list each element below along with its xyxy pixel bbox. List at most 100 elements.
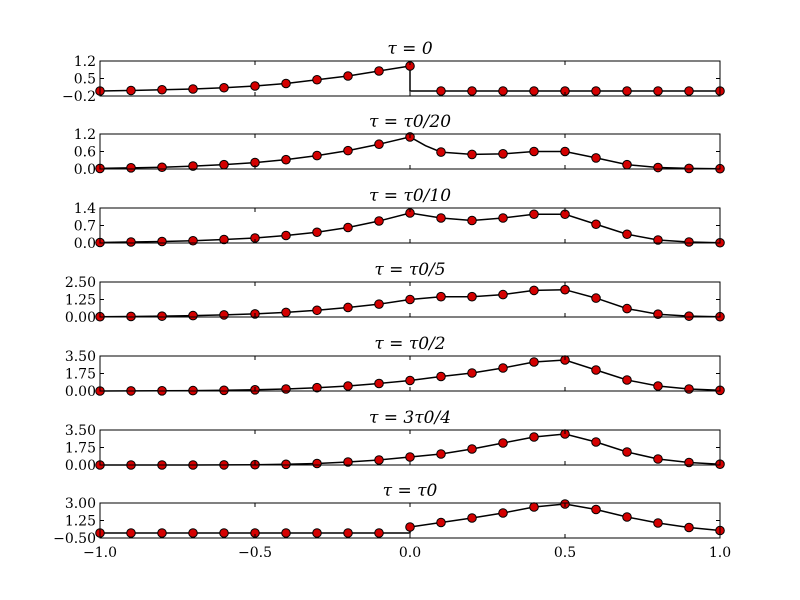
y-tick-label: 3.50 xyxy=(65,423,96,439)
y-tick-label: 1.75 xyxy=(65,441,96,457)
data-point xyxy=(498,149,508,159)
data-point xyxy=(374,299,384,309)
data-point xyxy=(498,508,508,518)
data-point xyxy=(312,150,322,161)
y-tick-label: 0.7 xyxy=(74,219,96,235)
data-point xyxy=(529,357,539,367)
panel-title: τ = τ0/20 xyxy=(369,112,451,132)
data-point xyxy=(374,66,384,76)
data-point xyxy=(219,159,229,170)
data-point xyxy=(343,528,353,538)
x-tick-label: 0.0 xyxy=(399,545,421,561)
data-point xyxy=(622,229,632,240)
data-point xyxy=(529,502,539,512)
y-tick-label: 0.00 xyxy=(65,384,96,400)
panel-5: τ = τ0/2 0.001.75 3.50 xyxy=(65,334,725,400)
data-point xyxy=(436,371,446,382)
data-point xyxy=(684,384,694,394)
data-point xyxy=(343,222,353,233)
series-line xyxy=(99,65,720,92)
data-point xyxy=(498,86,508,96)
data-point xyxy=(188,161,198,171)
y-tick-label: 1.2 xyxy=(74,54,96,70)
data-point xyxy=(281,528,291,538)
y-tick-label: 0.5 xyxy=(74,72,96,88)
y-tick-label: 3.50 xyxy=(65,349,96,365)
data-point xyxy=(436,517,446,528)
data-point xyxy=(467,368,477,378)
panel-4: τ = τ0/5 0.001.25 2.50 xyxy=(65,260,725,326)
data-point xyxy=(312,227,322,238)
data-point xyxy=(281,384,291,394)
data-point xyxy=(157,528,167,538)
data-point xyxy=(436,147,446,157)
data-point xyxy=(684,522,694,533)
data-point xyxy=(591,153,601,163)
data-point xyxy=(405,452,415,462)
y-tick-label: 3.00 xyxy=(65,496,96,512)
data-point xyxy=(281,459,291,470)
y-tick-label: 1.75 xyxy=(65,367,96,383)
data-point xyxy=(498,438,508,448)
data-point xyxy=(281,154,291,165)
data-point xyxy=(653,309,663,320)
data-point xyxy=(529,285,539,296)
data-point xyxy=(622,512,632,522)
data-point xyxy=(126,237,136,247)
data-point xyxy=(405,522,415,532)
data-point xyxy=(653,454,663,464)
data-point xyxy=(436,213,446,223)
data-point xyxy=(591,437,601,447)
y-tick-label: 0.0 xyxy=(74,162,96,178)
data-point xyxy=(219,385,229,396)
y-tick-label: 2.50 xyxy=(65,275,96,291)
data-point xyxy=(622,86,632,96)
data-point xyxy=(684,311,694,321)
data-point xyxy=(498,363,508,373)
data-point xyxy=(219,310,229,320)
data-point xyxy=(312,305,322,316)
data-point xyxy=(653,86,663,96)
data-point xyxy=(157,236,167,247)
data-point xyxy=(591,219,601,230)
y-tick-label: 1.25 xyxy=(65,514,96,530)
x-tick-label: −1.0 xyxy=(83,545,117,561)
y-tick-label: 1.4 xyxy=(74,201,96,217)
data-point xyxy=(653,162,663,173)
data-point xyxy=(467,291,477,302)
data-point xyxy=(157,311,167,321)
y-tick-label: −0.2 xyxy=(62,89,96,105)
data-point xyxy=(467,444,477,454)
panel-2: τ = τ0/20 0.00.6 1.2 xyxy=(74,112,725,178)
y-tick-label: 0.0 xyxy=(74,236,96,252)
data-point xyxy=(653,381,663,391)
data-point xyxy=(188,235,198,246)
x-tick-label: 1.0 xyxy=(709,545,731,561)
data-point xyxy=(250,81,260,91)
data-point xyxy=(374,455,384,465)
data-point xyxy=(312,382,322,393)
data-point xyxy=(529,86,539,96)
data-point xyxy=(436,86,446,96)
data-point xyxy=(126,311,136,322)
data-point xyxy=(157,162,167,173)
data-point xyxy=(529,146,539,157)
data-point xyxy=(312,74,322,85)
x-tick-label: 0.5 xyxy=(554,545,576,561)
panel-6: τ = 3τ0/4 0.001.75 3.50 xyxy=(65,408,725,474)
data-point xyxy=(436,449,446,459)
data-point xyxy=(591,365,601,375)
data-point xyxy=(219,234,229,245)
panel-title: τ = 0 xyxy=(387,39,432,59)
data-point xyxy=(405,294,415,305)
data-point xyxy=(343,71,353,81)
data-point xyxy=(281,78,291,89)
data-point xyxy=(467,215,477,226)
data-point xyxy=(560,284,570,295)
data-point xyxy=(591,293,601,303)
data-point xyxy=(374,216,384,226)
data-point xyxy=(126,85,136,96)
x-tick-label: −0.5 xyxy=(238,545,272,561)
data-point xyxy=(405,375,415,386)
